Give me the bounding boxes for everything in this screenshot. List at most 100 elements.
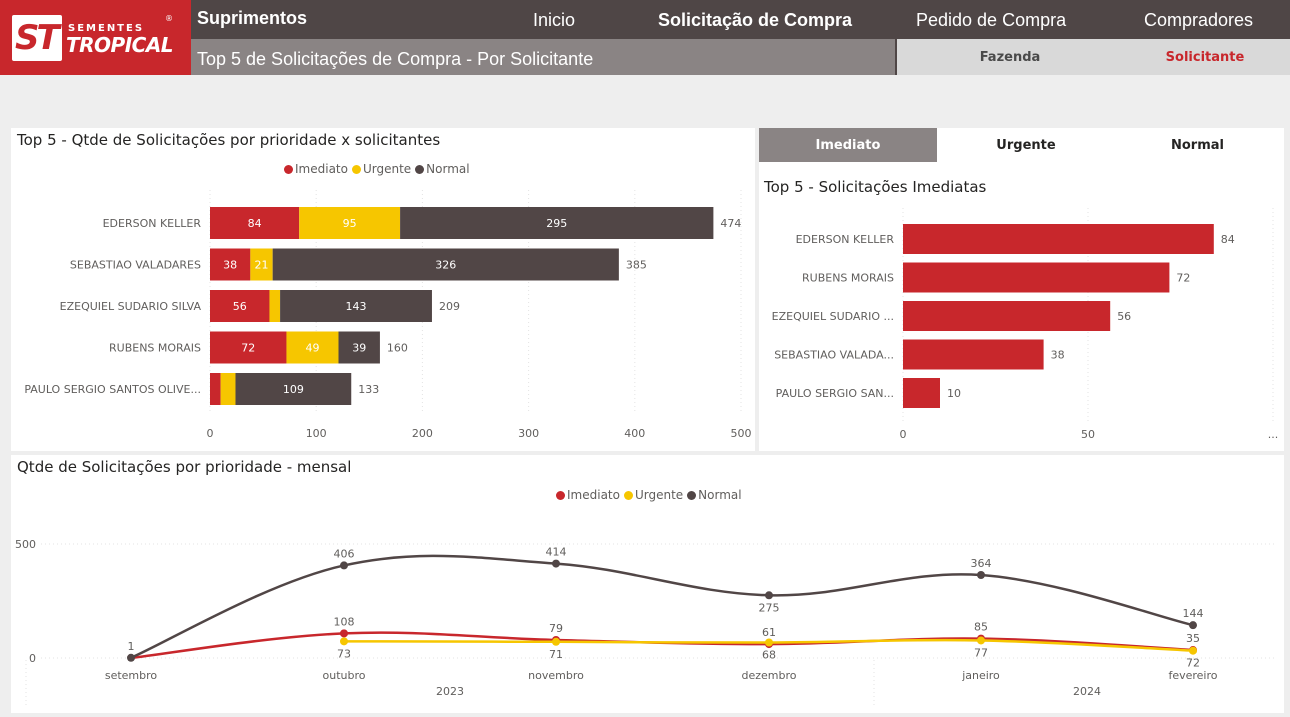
bar-segment-normal	[272, 248, 619, 281]
category-label: SEBASTIAO VALADARES	[70, 259, 201, 272]
bar	[903, 378, 940, 408]
data-point-normal	[765, 591, 773, 600]
x-tick-label: 0	[900, 428, 907, 441]
bar	[903, 301, 1111, 331]
legend-item-urgente[interactable]: Urgente	[623, 488, 683, 502]
data-point-urgente	[340, 637, 348, 646]
x-tick-label: outubro	[323, 669, 366, 682]
logo: ST SEMENTES TROPICAL ®	[0, 0, 191, 75]
category-label: RUBENS MORAIS	[802, 272, 894, 285]
legend-item-normal[interactable]: Normal	[415, 162, 470, 176]
legend-label: Imediato	[567, 488, 620, 502]
chart2-svg: 0 50 ... EDERSON KELLER 84 RUBENS MORAIS 72 EZE…	[772, 208, 1279, 441]
bar-segment-imediato	[210, 290, 270, 322]
data-label: 72	[241, 342, 255, 355]
subnav-fazenda[interactable]: Fazenda	[897, 39, 1123, 75]
series-line-normal	[130, 554, 1194, 659]
data-label: 10	[947, 387, 961, 400]
x-tick-label: janeiro	[961, 669, 1000, 682]
data-point-urgente	[977, 636, 985, 645]
bar	[903, 339, 1044, 370]
data-point-normal	[340, 561, 348, 570]
category-label: EDERSON KELLER	[103, 217, 202, 230]
logo-top-text: SEMENTES	[68, 23, 145, 34]
data-point-normal	[127, 653, 135, 662]
series-line-imediato	[130, 631, 1194, 660]
legend-item-imediato[interactable]: Imediato	[284, 162, 348, 176]
total-label: 385	[626, 259, 647, 272]
chart3-title: Qtde de Solicitações por prioridade - me…	[17, 458, 352, 476]
nav-inicio[interactable]: Inicio	[533, 10, 576, 30]
nav-solicitacao-de-compra[interactable]: Solicitação de Compra	[658, 10, 853, 30]
data-label: 35	[1186, 632, 1200, 645]
data-label: 84	[1221, 233, 1235, 246]
tab-normal[interactable]: Normal	[1171, 138, 1224, 153]
legend-item-urgente[interactable]: Urgente	[351, 162, 411, 176]
data-label: 295	[546, 217, 567, 230]
total-label: 474	[720, 217, 741, 230]
subtitle-band	[191, 39, 895, 75]
x-tick-label: 0	[207, 427, 214, 440]
category-label: EZEQUIEL SUDARIO ...	[772, 310, 894, 323]
x-tick-label: 300	[518, 427, 539, 440]
bar-segment-imediato	[210, 331, 287, 364]
category-label: PAULO SERGIO SAN...	[776, 387, 894, 400]
legend-label: Imediato	[295, 162, 348, 176]
bar	[903, 224, 1214, 254]
data-label: 1	[128, 640, 135, 653]
bar	[903, 262, 1170, 293]
legend-item-imediato[interactable]: Imediato	[556, 488, 620, 502]
subnav-solicitante[interactable]: Solicitante	[1120, 39, 1290, 75]
tab-imediato[interactable]: Imediato	[759, 128, 937, 162]
x-tick-label: 400	[624, 427, 645, 440]
data-label: 56	[233, 300, 247, 313]
nav-compradores[interactable]: Compradores	[1144, 10, 1254, 30]
category-label: EZEQUIEL SUDARIO SILVA	[60, 300, 202, 313]
data-label: 108	[334, 615, 355, 628]
x-tick-label: ...	[1268, 428, 1279, 441]
x-tick-label: 200	[412, 427, 433, 440]
bar-segment-normal	[338, 331, 380, 364]
data-label: 72	[1176, 272, 1190, 285]
bar-segment-imediato	[210, 207, 300, 239]
x-tick-label: dezembro	[742, 669, 797, 682]
legend-label: Normal	[426, 162, 470, 176]
data-label: 95	[343, 217, 357, 230]
x-tick-label: 500	[731, 427, 752, 440]
page-subtitle: Top 5 de Solicitações de Compra - Por So…	[197, 49, 594, 69]
data-label: 326	[435, 259, 456, 272]
data-label: 406	[334, 547, 355, 560]
data-label: 73	[337, 647, 351, 660]
chart1-svg: 0 100 200 300 400 500 EDERSON KELLER 84 95 295 474…	[24, 190, 752, 440]
data-label: 84	[248, 217, 262, 230]
tab-urgente[interactable]: Urgente	[996, 138, 1056, 153]
x-tick-label: 50	[1081, 428, 1095, 441]
chart1-title: Top 5 - Qtde de Solicitações por priorid…	[17, 131, 441, 149]
y-tick-label: 0	[29, 652, 36, 665]
data-point-urgente	[1189, 646, 1197, 655]
data-label: 275	[759, 601, 780, 614]
panel-mensal	[11, 455, 1284, 713]
data-label: 38	[223, 259, 237, 272]
nav-pedido-de-compra[interactable]: Pedido de Compra	[916, 10, 1067, 30]
y-tick-label: 500	[15, 538, 36, 551]
data-label: 85	[974, 621, 988, 634]
data-label: 68	[762, 648, 776, 661]
bar-segment-urgente	[220, 373, 236, 405]
data-label: 72	[1186, 657, 1200, 670]
data-label: 61	[762, 626, 776, 639]
x-tick-label: fevereiro	[1168, 669, 1217, 682]
x-tick-label: setembro	[105, 669, 158, 682]
data-label: 56	[1117, 310, 1131, 323]
legend-item-normal[interactable]: Normal	[687, 488, 742, 502]
data-label: 143	[346, 300, 367, 313]
data-label: 77	[974, 646, 988, 659]
x-tick-label: 100	[306, 427, 327, 440]
category-label: PAULO SERGIO SANTOS OLIVE...	[24, 383, 201, 396]
data-point-normal	[1189, 621, 1197, 630]
logo-mark: ST	[12, 15, 62, 61]
data-label: 414	[546, 546, 567, 559]
data-label: 109	[283, 383, 304, 396]
legend-label: Normal	[698, 488, 742, 502]
bar-segment-urgente	[286, 331, 339, 364]
